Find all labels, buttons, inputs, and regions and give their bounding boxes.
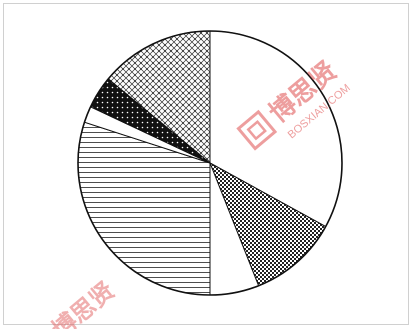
watermark-bottom: 博思贤 bbox=[47, 277, 120, 329]
pie-slices bbox=[77, 30, 343, 296]
watermark-brand-bottom: 博思贤 bbox=[47, 277, 120, 329]
pie-outline bbox=[77, 30, 343, 296]
bosxian-logo-icon bbox=[236, 109, 278, 151]
